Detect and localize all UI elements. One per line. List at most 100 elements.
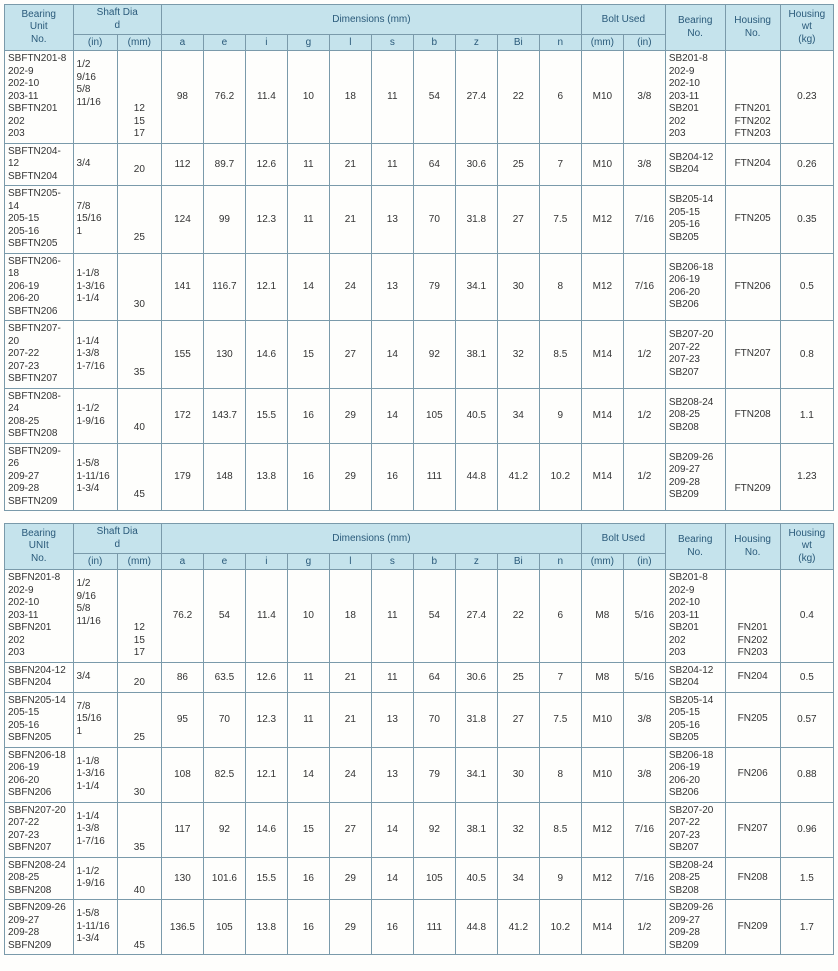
dim-cell-6: 79 <box>413 253 455 321</box>
hdr-bolt-mm: (mm) <box>581 35 623 51</box>
bearing-no-cell: SB205-14205-15205-16SB205 <box>665 692 725 747</box>
shaft-mm-cell: 45 <box>117 900 161 955</box>
dim-cell-9: 6 <box>539 51 581 144</box>
hdr-mm: (mm) <box>117 35 161 51</box>
bolt-mm-cell: M10 <box>581 692 623 747</box>
dim-cell-9: 8.5 <box>539 802 581 857</box>
dim-cell-6: 92 <box>413 802 455 857</box>
hdr-in: (in) <box>73 554 117 570</box>
shaft-mm-cell: 25 <box>117 692 161 747</box>
bearing-no-cell: SB209-26209-27209-28SB209 <box>665 443 725 511</box>
spec-table-2: BearingUNItNo. Shaft Diad Dimensions (mm… <box>4 523 834 955</box>
dim-cell-4: 21 <box>329 186 371 254</box>
dim-cell-6: 111 <box>413 443 455 511</box>
table-row: SBFN208-24208-25SBFN2081-1/21-9/16401301… <box>5 857 834 900</box>
bolt-in-cell: 3/8 <box>623 143 665 186</box>
bearing-unit-cell: SBFN207-20207-22207-23SBFN207 <box>5 802 74 857</box>
shaft-mm-cell: 25 <box>117 186 161 254</box>
bearing-no-cell: SB208-24208-25SB208 <box>665 857 725 900</box>
dim-cell-2: 11.4 <box>245 570 287 663</box>
dim-cell-8: 22 <box>497 570 539 663</box>
dim-cell-9: 7.5 <box>539 186 581 254</box>
dim-cell-4: 21 <box>329 692 371 747</box>
dim-cell-0: 172 <box>161 388 203 443</box>
shaft-in-cell: 1/29/165/811/16 <box>73 570 117 663</box>
hdr-dim-e: e <box>203 35 245 51</box>
bolt-in-cell: 1/2 <box>623 388 665 443</box>
bearing-no-cell: SB208-24208-25SB208 <box>665 388 725 443</box>
housing-wt-cell: 0.8 <box>780 321 833 389</box>
shaft-mm-cell: 35 <box>117 321 161 389</box>
dim-cell-2: 11.4 <box>245 51 287 144</box>
dim-cell-0: 155 <box>161 321 203 389</box>
bearing-unit-cell: SBFN201-8202-9202-10203-11SBFN201202203 <box>5 570 74 663</box>
housing-wt-cell: 0.23 <box>780 51 833 144</box>
dim-cell-7: 44.8 <box>455 443 497 511</box>
dim-cell-0: 98 <box>161 51 203 144</box>
shaft-in-cell: 7/815/161 <box>73 692 117 747</box>
shaft-in-cell: 3/4 <box>73 143 117 186</box>
shaft-mm-cell: 20 <box>117 662 161 692</box>
housing-wt-cell: 1.5 <box>780 857 833 900</box>
hdr-dim-s: s <box>371 35 413 51</box>
hdr-dim-n: n <box>539 554 581 570</box>
bearing-unit-cell: SBFTN201-8202-9202-10203-11SBFTN20120220… <box>5 51 74 144</box>
hdr-dim-g: g <box>287 554 329 570</box>
housing-no-cell: FTN209 <box>725 443 780 511</box>
bearing-unit-cell: SBFTN208-24208-25SBFTN208 <box>5 388 74 443</box>
dim-cell-6: 70 <box>413 692 455 747</box>
dim-cell-0: 141 <box>161 253 203 321</box>
dim-cell-5: 13 <box>371 747 413 802</box>
hdr-dim-z: z <box>455 35 497 51</box>
dim-cell-5: 13 <box>371 692 413 747</box>
dim-cell-4: 29 <box>329 857 371 900</box>
shaft-in-cell: 3/4 <box>73 662 117 692</box>
table-row: SBFTN207-20207-22207-23SBFTN2071-1/41-3/… <box>5 321 834 389</box>
dim-cell-8: 30 <box>497 253 539 321</box>
hdr-dim-a: a <box>161 554 203 570</box>
dim-cell-0: 136.5 <box>161 900 203 955</box>
hdr-dim-b: b <box>413 554 455 570</box>
shaft-mm-cell: 121517 <box>117 51 161 144</box>
dim-cell-8: 27 <box>497 186 539 254</box>
bearing-no-cell: SB201-8202-9202-10203-11SB201202203 <box>665 51 725 144</box>
dim-cell-1: 99 <box>203 186 245 254</box>
shaft-mm-cell: 30 <box>117 253 161 321</box>
bolt-mm-cell: M14 <box>581 321 623 389</box>
housing-no-cell: FTN201FTN202FTN203 <box>725 51 780 144</box>
dim-cell-3: 10 <box>287 51 329 144</box>
dim-cell-0: 124 <box>161 186 203 254</box>
dim-cell-8: 22 <box>497 51 539 144</box>
dim-cell-1: 82.5 <box>203 747 245 802</box>
bolt-mm-cell: M10 <box>581 143 623 186</box>
shaft-mm-cell: 30 <box>117 747 161 802</box>
dim-cell-7: 44.8 <box>455 900 497 955</box>
dim-cell-4: 29 <box>329 443 371 511</box>
bolt-mm-cell: M8 <box>581 662 623 692</box>
dim-cell-2: 15.5 <box>245 388 287 443</box>
bearing-no-cell: SB204-12SB204 <box>665 143 725 186</box>
hdr-bolt-in: (in) <box>623 35 665 51</box>
dim-cell-8: 32 <box>497 802 539 857</box>
table-row: SBFTN209-26209-27209-28SBFTN2091-5/81-11… <box>5 443 834 511</box>
dim-cell-4: 18 <box>329 570 371 663</box>
bearing-no-cell: SB204-12SB204 <box>665 662 725 692</box>
bolt-in-cell: 5/16 <box>623 662 665 692</box>
dim-cell-4: 24 <box>329 253 371 321</box>
dim-cell-7: 34.1 <box>455 747 497 802</box>
bolt-mm-cell: M12 <box>581 802 623 857</box>
hdr-dimensions: Dimensions (mm) <box>161 524 581 554</box>
table-row: SBFN209-26209-27209-28SBFN2091-5/81-11/1… <box>5 900 834 955</box>
dim-cell-3: 15 <box>287 802 329 857</box>
hdr-bearing-no: BearingNo. <box>665 5 725 51</box>
hdr-bolt-used: Bolt Used <box>581 5 665 35</box>
dim-cell-3: 16 <box>287 857 329 900</box>
bolt-mm-cell: M10 <box>581 747 623 802</box>
dim-cell-7: 30.6 <box>455 143 497 186</box>
hdr-dim-l: l <box>329 554 371 570</box>
bearing-unit-cell: SBFN206-18206-19206-20SBFN206 <box>5 747 74 802</box>
dim-cell-4: 29 <box>329 388 371 443</box>
table-1-body: SBFTN201-8202-9202-10203-11SBFTN20120220… <box>5 51 834 511</box>
dim-cell-1: 143.7 <box>203 388 245 443</box>
bearing-unit-cell: SBFN204-12SBFN204 <box>5 662 74 692</box>
